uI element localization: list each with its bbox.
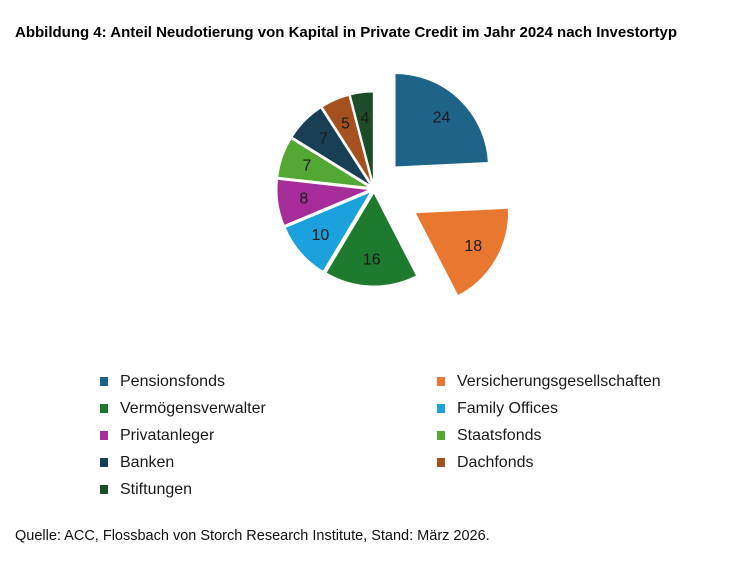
slice-value-label-versicherungsgesellschaften: 18 bbox=[464, 238, 482, 255]
legend-label: Family Offices bbox=[457, 399, 559, 417]
legend-swatch-pensionsfonds bbox=[100, 377, 108, 386]
legend-label: Privatanleger bbox=[120, 426, 215, 444]
legend-item-stiftungen: Stiftungen bbox=[100, 481, 437, 498]
legend-item-versicherungsgesellschaften: Versicherungsgesellschaften bbox=[437, 373, 700, 390]
slice-value-label-stiftungen: 4 bbox=[361, 110, 370, 127]
slice-value-label-privatanleger: 8 bbox=[299, 191, 308, 208]
slice-value-label-pensionsfonds: 24 bbox=[433, 110, 451, 127]
legend-item-privatanleger: Privatanleger bbox=[100, 427, 437, 444]
slice-value-label-family-offices: 10 bbox=[312, 227, 330, 244]
source-note: Quelle: ACC, Flossbach von Storch Resear… bbox=[15, 528, 490, 544]
pie-slice-family-offices bbox=[283, 189, 374, 273]
slice-value-label-dachfonds: 5 bbox=[341, 116, 350, 133]
legend-label: Banken bbox=[120, 453, 175, 471]
legend-label: Staatsfonds bbox=[457, 426, 542, 444]
pie-slice-staatsfonds bbox=[276, 137, 372, 189]
legend-label: Pensionsfonds bbox=[120, 372, 225, 390]
pie-slice-vermogensverwalter bbox=[324, 190, 418, 287]
legend-swatch-vermogensverwalter bbox=[100, 404, 108, 413]
legend-item-family-offices: Family Offices bbox=[437, 400, 700, 417]
legend-swatch-privatanleger bbox=[100, 431, 108, 440]
legend-item-pensionsfonds: Pensionsfonds bbox=[100, 373, 437, 390]
pie-slice-banken bbox=[290, 106, 373, 188]
legend-label: Stiftungen bbox=[120, 480, 193, 498]
legend-swatch-family-offices bbox=[437, 404, 445, 413]
slice-value-label-banken: 7 bbox=[319, 131, 328, 148]
legend-swatch-dachfonds bbox=[437, 458, 445, 467]
legend-swatch-staatsfonds bbox=[437, 431, 445, 440]
legend-swatch-banken bbox=[100, 458, 108, 467]
legend-label: Versicherungsgesellschaften bbox=[457, 372, 661, 390]
legend-item-staatsfonds: Staatsfonds bbox=[437, 427, 700, 444]
pie-slice-stiftungen bbox=[349, 90, 375, 186]
legend-label: Vermögensverwalter bbox=[120, 399, 266, 417]
legend-label: Dachfonds bbox=[457, 453, 534, 471]
pie-slice-dachfonds bbox=[320, 94, 374, 187]
slice-value-label-vermogensverwalter: 16 bbox=[363, 251, 381, 268]
legend: Pensionsfonds Versicherungsgesellschaften… bbox=[100, 373, 700, 498]
slice-value-label-staatsfonds: 7 bbox=[302, 157, 311, 174]
legend-item-dachfonds: Dachfonds bbox=[437, 454, 700, 471]
legend-swatch-stiftungen bbox=[100, 485, 108, 494]
legend-swatch-versicherungsgesellschaften bbox=[437, 377, 445, 386]
pie-slice-versicherungsgesellschaften bbox=[413, 207, 510, 298]
pie-slice-pensionsfonds bbox=[394, 72, 490, 169]
legend-item-banken: Banken bbox=[100, 454, 437, 471]
pie-slice-privatanleger bbox=[276, 178, 374, 227]
figure-title: Abbildung 4: Anteil Neudotierung von Kap… bbox=[15, 24, 678, 41]
legend-item-vermogensverwalter: Vermögensverwalter bbox=[100, 400, 437, 417]
